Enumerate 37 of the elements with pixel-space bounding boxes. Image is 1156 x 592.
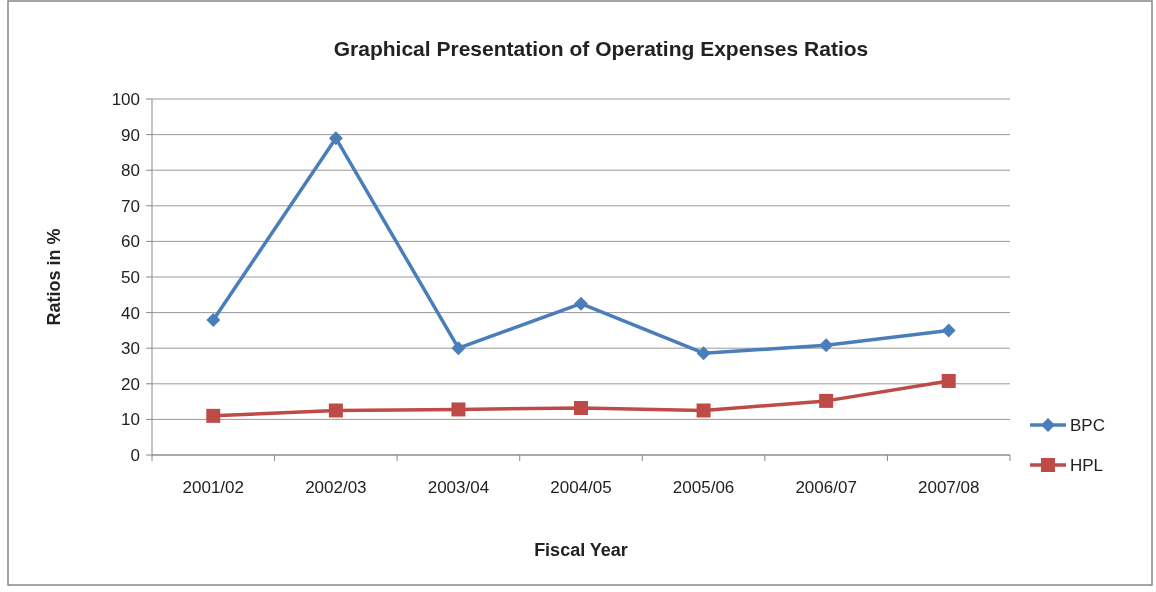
point [206,313,221,328]
point [206,408,221,423]
chart-title: Graphical Presentation of Operating Expenses Ratios [333,37,869,60]
y-tick-label: 100 [111,89,140,109]
x-tick-label: 2006/07 [795,478,857,497]
point [941,373,956,388]
legend-label: HPL [1070,455,1104,475]
point [574,296,588,311]
point [574,401,588,416]
y-axis-title: Ratios in % [44,228,64,326]
x-tick-label: 2005/06 [672,478,735,497]
point [328,403,343,418]
x-tick-label: 2004/05 [550,478,612,497]
x-tick-label: 2001/02 [182,478,245,497]
x-axis-title: Fiscal Year [534,540,628,560]
point [941,323,956,338]
y-tick-label: 20 [121,374,140,394]
point [451,341,466,356]
y-tick-label: 50 [121,267,140,287]
y-tick-label: 0 [130,445,140,465]
point [451,402,466,417]
y-tick-label: 80 [121,161,140,181]
y-tick-label: 90 [121,125,140,145]
point [696,346,711,361]
point [328,131,343,146]
y-tick-label: 70 [121,196,140,216]
x-tick-label: 2007/08 [917,478,980,497]
point [819,393,834,408]
point [696,403,711,418]
y-tick-label: 30 [121,339,140,359]
x-tick-label: 2002/03 [305,478,367,497]
legend-label: BPC [1070,415,1105,435]
y-tick-label: 10 [121,410,140,430]
y-tick-label: 60 [121,232,140,252]
y-tick-label: 40 [121,303,140,323]
point [819,338,834,353]
x-tick-label: 2003/04 [427,478,490,497]
